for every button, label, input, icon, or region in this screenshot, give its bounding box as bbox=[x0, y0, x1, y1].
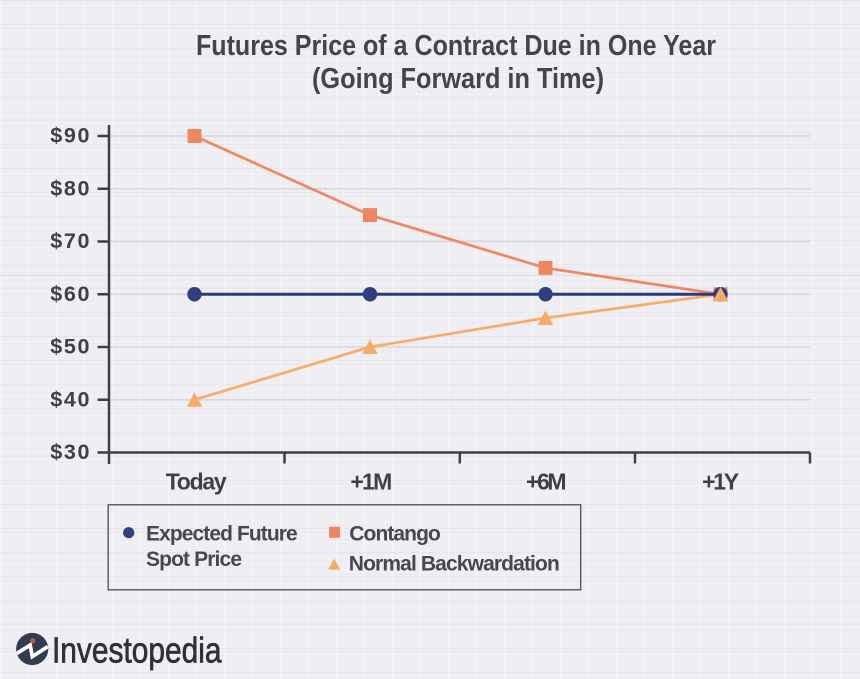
svg-text:$80: $80 bbox=[50, 176, 89, 200]
svg-text:Today: Today bbox=[166, 468, 227, 494]
svg-text:+1Y: +1Y bbox=[702, 468, 739, 494]
svg-text:Spot Price: Spot Price bbox=[146, 548, 242, 571]
svg-text:Investopedia: Investopedia bbox=[52, 630, 222, 671]
svg-text:$50: $50 bbox=[50, 335, 89, 359]
svg-text:Futures Price of a Contract Du: Futures Price of a Contract Due in One Y… bbox=[196, 30, 716, 62]
svg-text:(Going Forward in Time): (Going Forward in Time) bbox=[312, 63, 604, 95]
svg-text:$90: $90 bbox=[50, 124, 89, 148]
svg-text:Normal Backwardation: Normal Backwardation bbox=[349, 553, 560, 576]
svg-text:+6M: +6M bbox=[526, 468, 567, 494]
svg-text:$60: $60 bbox=[50, 282, 89, 306]
svg-text:Contango: Contango bbox=[349, 522, 441, 545]
svg-text:Expected Future: Expected Future bbox=[146, 522, 298, 545]
svg-text:+1M: +1M bbox=[350, 468, 392, 494]
svg-text:$70: $70 bbox=[50, 229, 89, 253]
svg-text:$30: $30 bbox=[50, 440, 89, 464]
svg-text:$40: $40 bbox=[50, 387, 89, 411]
